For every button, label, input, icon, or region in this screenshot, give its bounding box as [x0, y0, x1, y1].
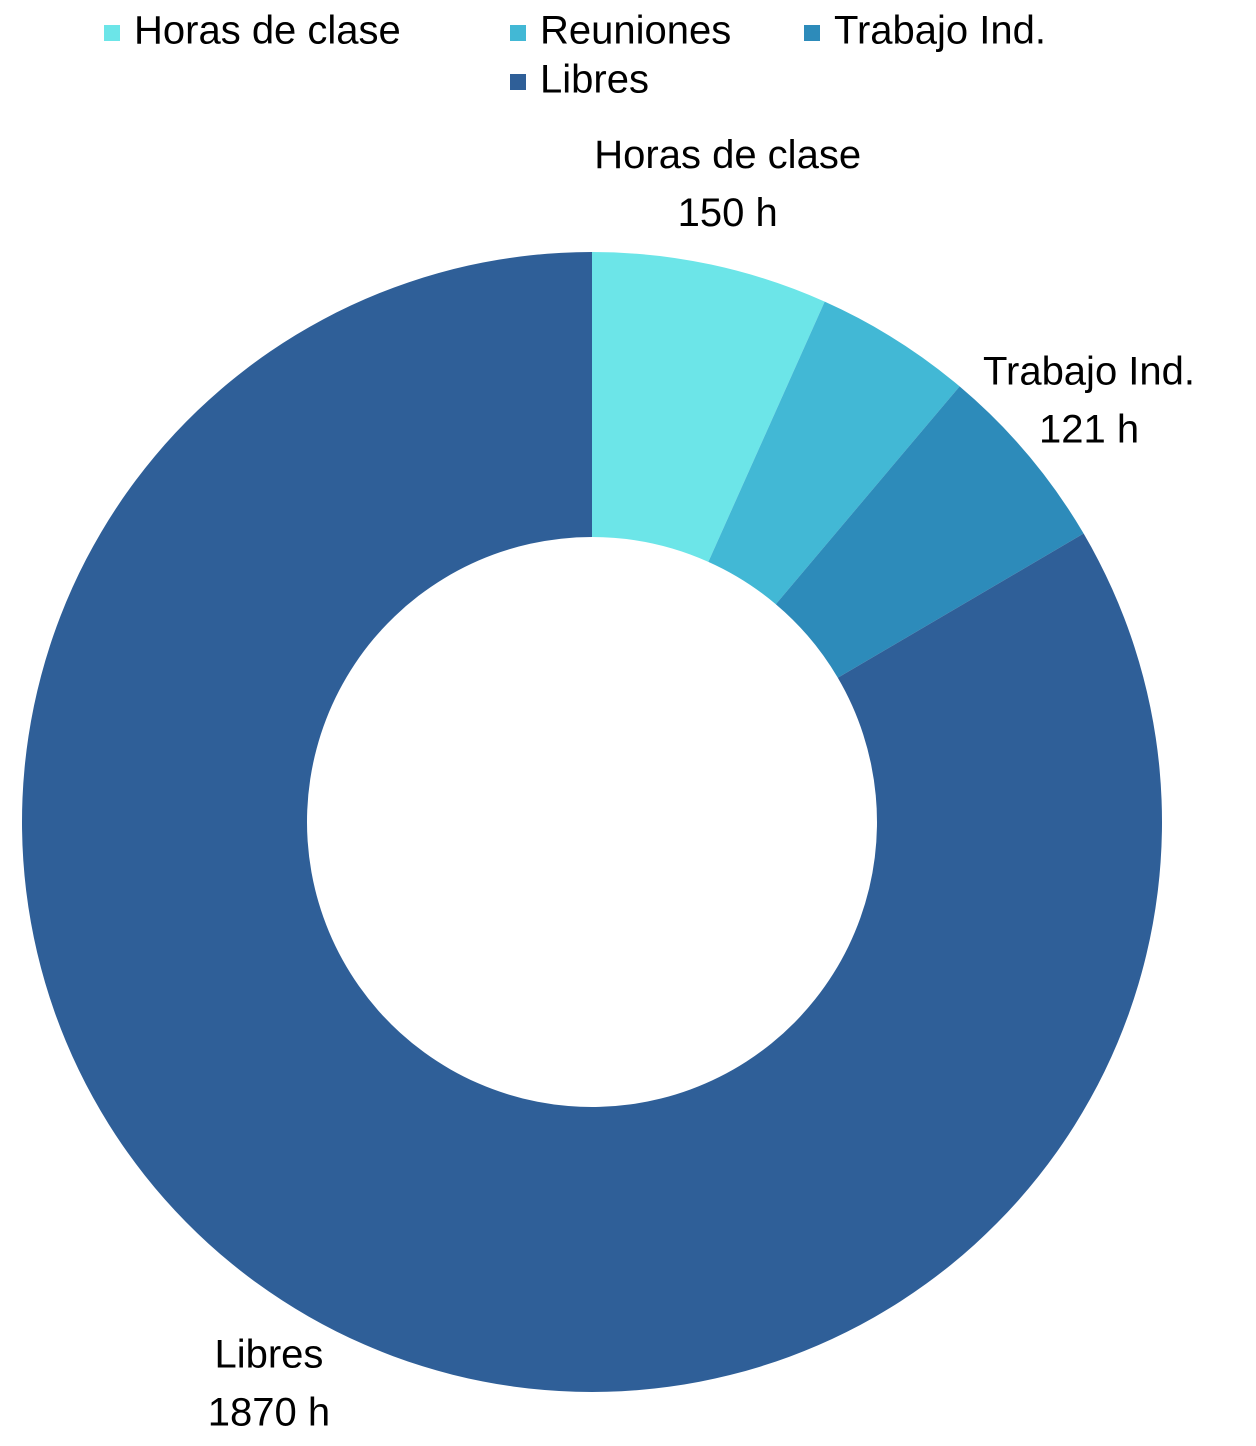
legend-swatch [104, 25, 120, 41]
legend-label: Horas de clase [134, 9, 401, 53]
slice-value-label: 1870 h [208, 1391, 330, 1435]
legend-swatch [510, 74, 526, 90]
legend-label: Reuniones [540, 9, 731, 53]
donut-slice [708, 301, 960, 605]
slice-category-label: Libres [214, 1333, 323, 1377]
donut-slice [592, 252, 825, 562]
donut-slice [21, 252, 1162, 1392]
slice-value-label: 121 h [1039, 408, 1139, 452]
legend-swatch [804, 25, 820, 41]
legend-label: Libres [540, 58, 649, 102]
donut-slice [775, 386, 1084, 678]
legend-label: Trabajo Ind. [834, 9, 1046, 53]
slice-category-label: Horas de clase [594, 133, 861, 177]
legend-swatch [510, 25, 526, 41]
slice-category-label: Trabajo Ind. [983, 350, 1195, 394]
slice-value-label: 150 h [678, 191, 778, 235]
